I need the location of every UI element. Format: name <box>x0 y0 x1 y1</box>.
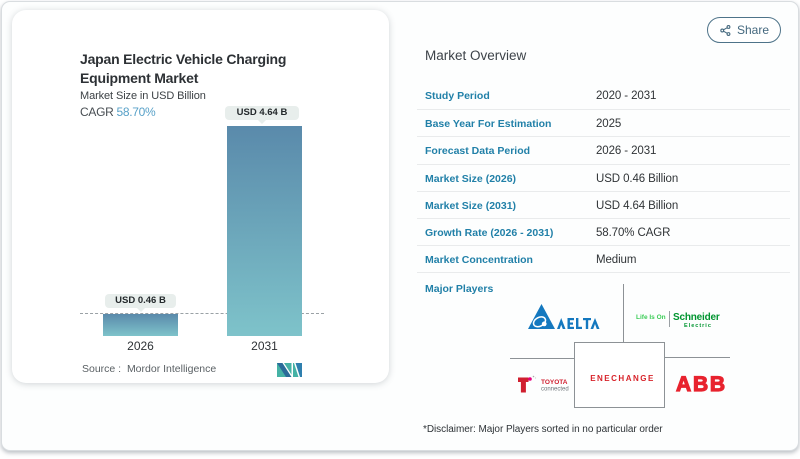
svg-text:connected: connected <box>541 387 569 393</box>
svg-text:TOYOTA: TOYOTA <box>541 379 568 386</box>
